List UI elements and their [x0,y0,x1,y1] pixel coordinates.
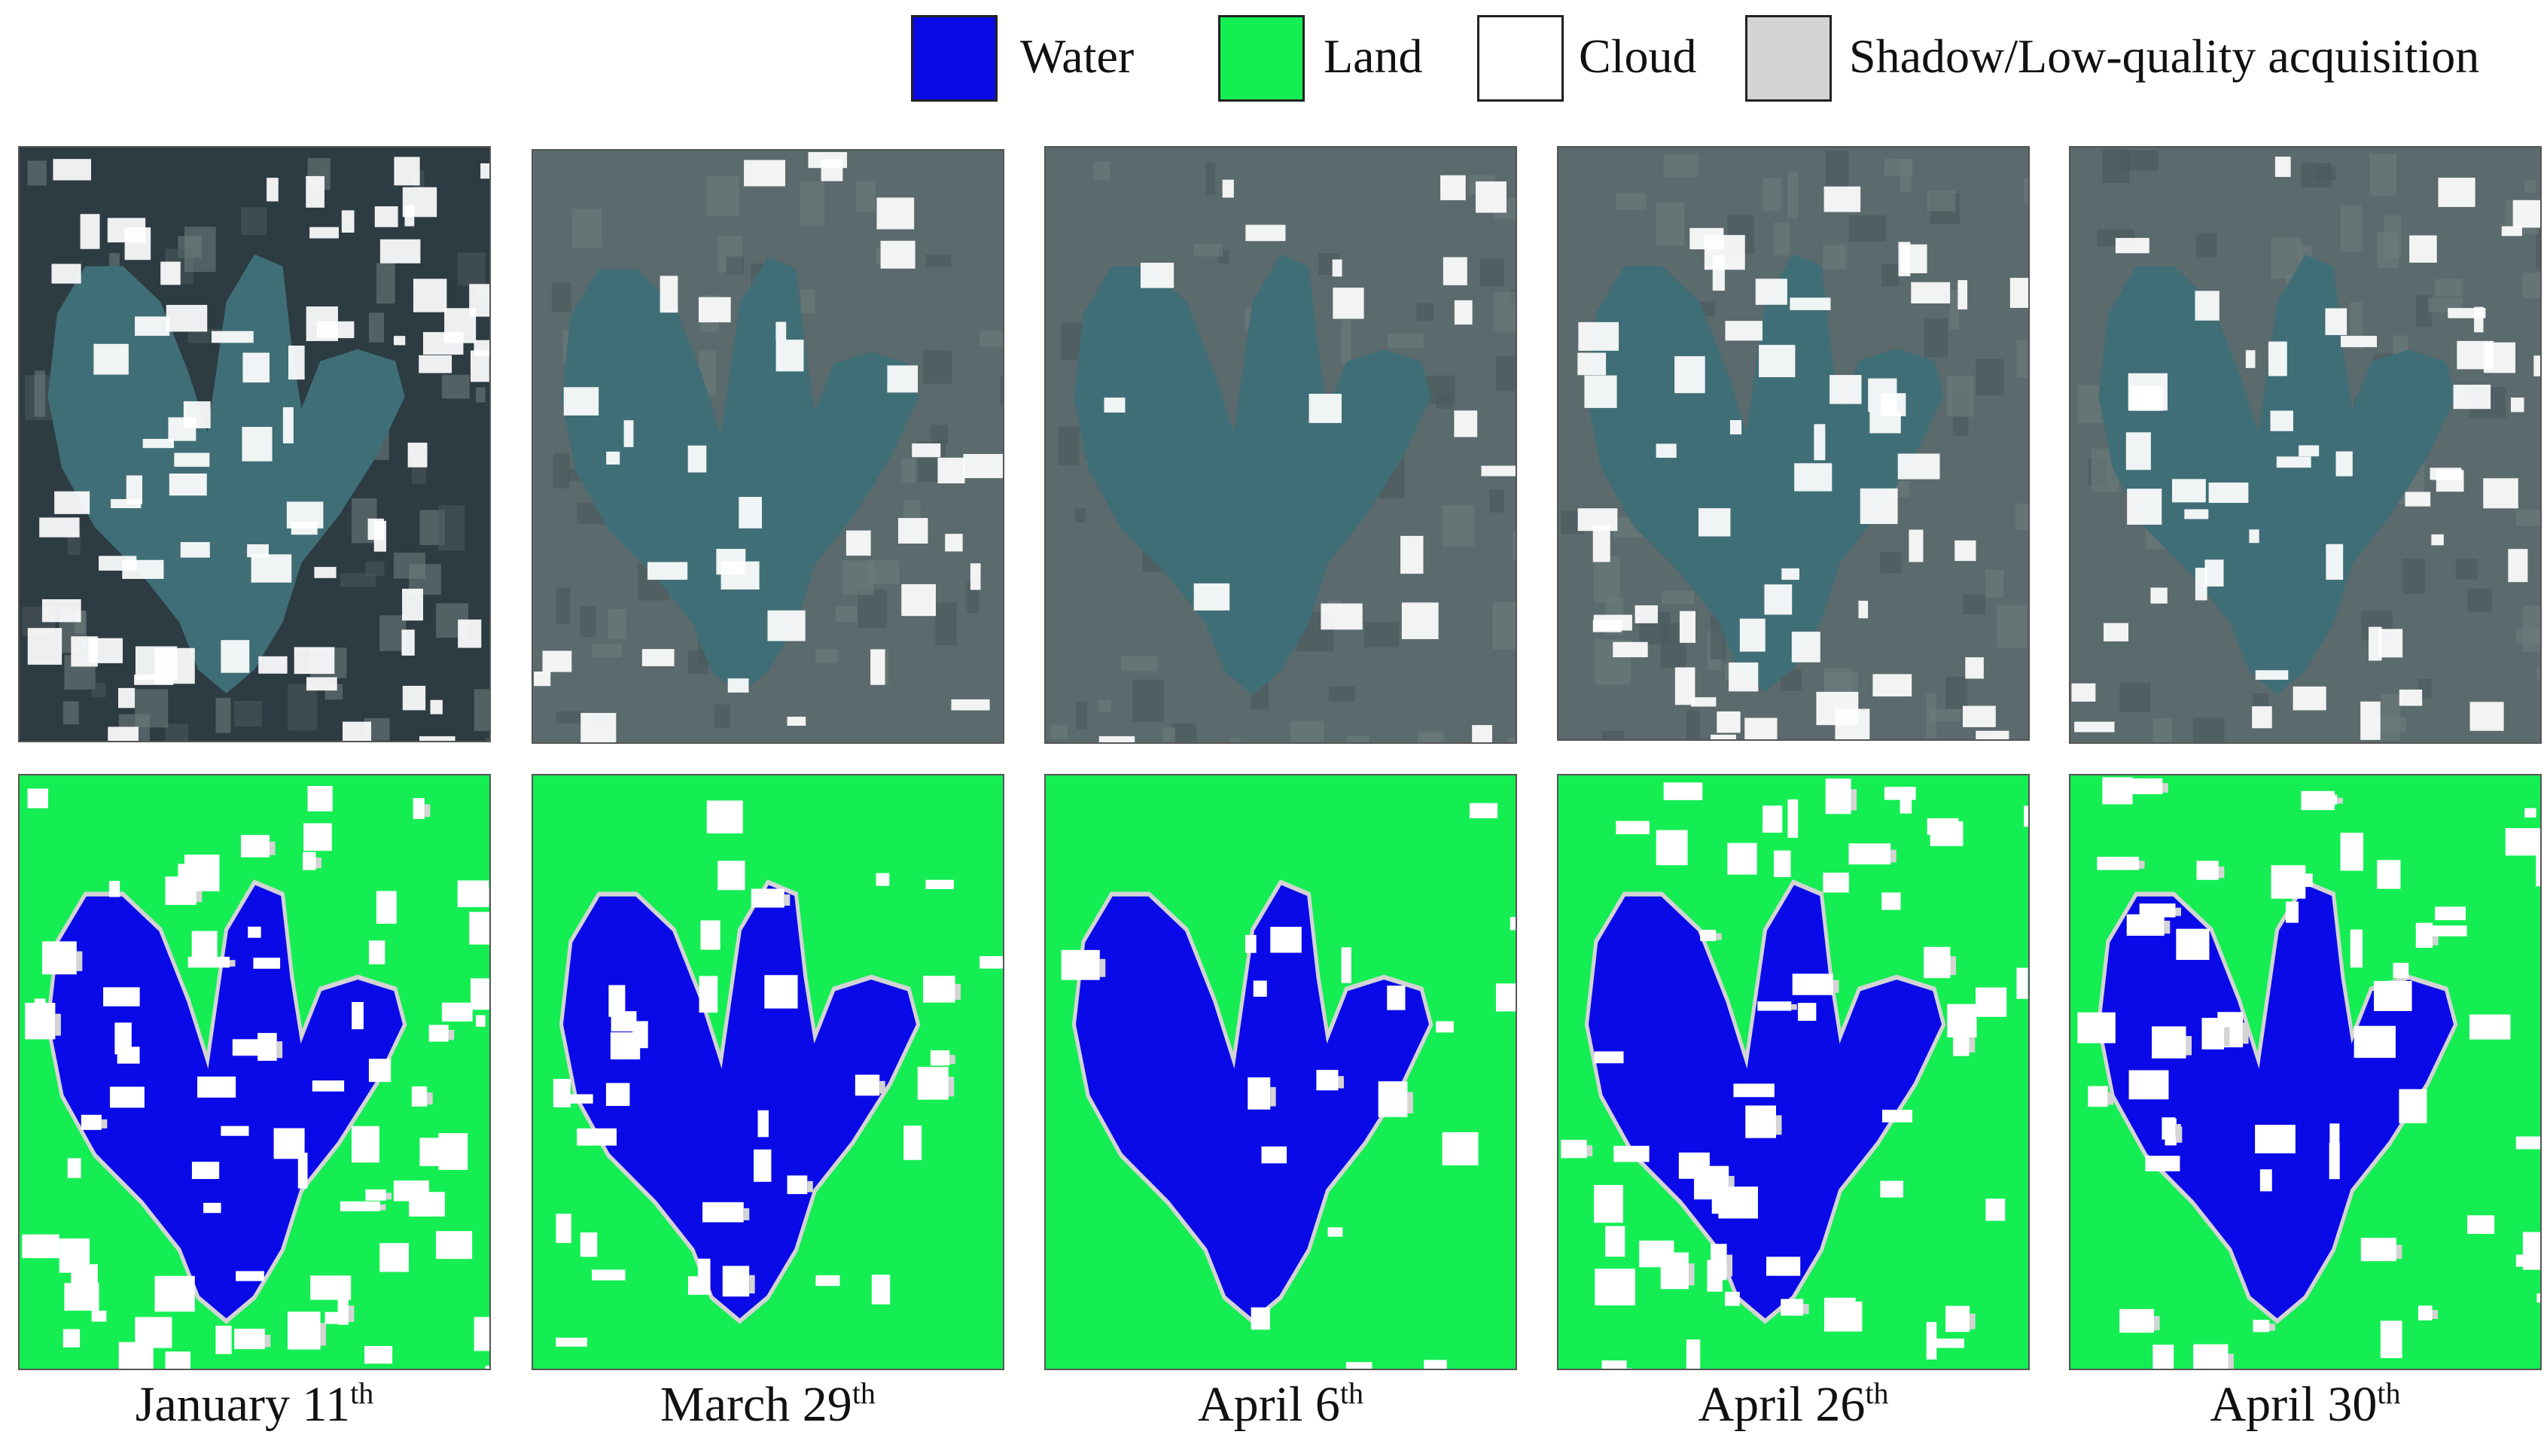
classification-svg [1046,775,1516,1369]
classification-map-april-30 [2069,774,2542,1370]
satellite-svg [2070,148,2540,742]
legend-label-cloud: Cloud [1579,29,1697,83]
classification-map-march-29 [532,774,1004,1370]
classification-svg [1558,775,2028,1369]
satellite-image-april-6 [1044,146,1517,744]
date-caption-april-30: April 30th [2069,1376,2542,1433]
date-suffix: th [2377,1376,2401,1410]
date-caption-april-26: April 26th [1557,1376,2030,1433]
date-caption-april-6: April 6th [1044,1376,1517,1433]
satellite-image-january-11 [18,146,491,742]
date-text: April 6 [1198,1377,1340,1432]
legend-label-shadow: Shadow/Low-quality acquisition [1849,29,2480,83]
date-text: March 29 [660,1377,852,1432]
legend-swatch-water [911,15,998,102]
date-suffix: th [1865,1376,1889,1410]
satellite-image-april-26 [1557,146,2030,741]
date-text: April 30 [2210,1377,2378,1432]
classification-svg [2070,775,2540,1369]
satellite-svg [1558,148,2028,739]
classification-map-april-6 [1044,774,1517,1370]
classification-map-january-11 [18,774,491,1370]
classification-svg [533,775,1003,1369]
classification-svg [20,775,489,1369]
date-suffix: th [1339,1376,1363,1410]
legend-label-land: Land [1324,29,1423,83]
date-text: January 11 [135,1377,351,1432]
legend-swatch-shadow [1745,15,1832,102]
date-caption-march-29: March 29th [532,1376,1004,1433]
date-suffix: th [852,1376,876,1410]
legend-swatch-land [1218,15,1305,102]
date-text: April 26 [1698,1377,1866,1432]
legend: Water Land Cloud Shadow/Low-quality acqu… [911,15,2537,105]
legend-swatch-cloud [1477,15,1564,102]
satellite-svg [1046,148,1516,742]
date-suffix: th [350,1376,374,1410]
satellite-svg [20,148,489,741]
classification-map-april-26 [1557,774,2030,1370]
date-caption-january-11: January 11th [18,1376,491,1433]
satellite-image-april-30 [2069,146,2542,744]
satellite-svg [533,151,1003,742]
satellite-image-march-29 [532,149,1004,744]
legend-label-water: Water [1020,29,1135,83]
